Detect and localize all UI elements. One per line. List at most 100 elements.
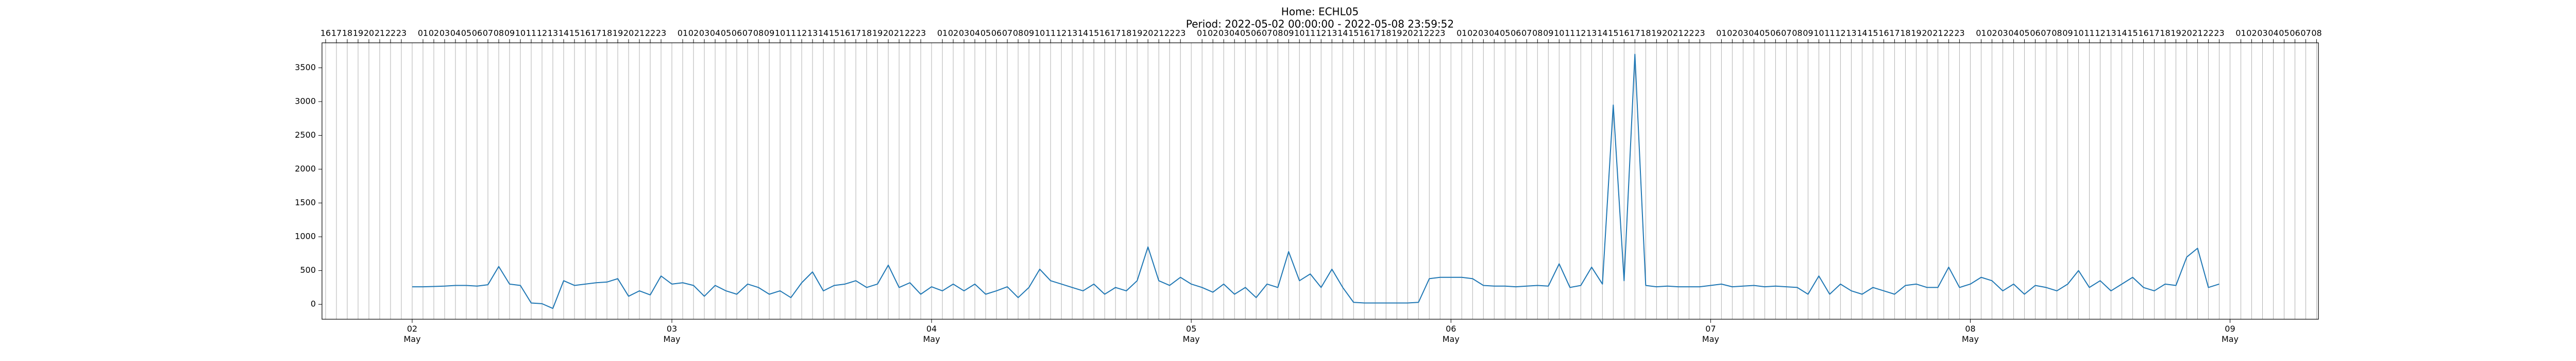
top-tick-label: 18 [1640, 28, 1651, 38]
top-tick-label: 19 [613, 28, 623, 38]
top-tick-label: 10 [1035, 28, 1045, 38]
top-tick-label: 21 [894, 28, 904, 38]
top-tick-label: 17 [1630, 28, 1640, 38]
top-tick-label: 19 [1911, 28, 1921, 38]
top-tick-label: 01 [1976, 28, 1986, 38]
x-tick-label-day: 04 [926, 324, 937, 334]
top-tick-label: 20 [1402, 28, 1413, 38]
top-tick-label: 22 [1684, 28, 1694, 38]
top-tick-label: 23 [2214, 28, 2224, 38]
top-tick-label: 11 [1305, 28, 1315, 38]
top-tick-label: 07 [2300, 28, 2311, 38]
top-tick-label: 18 [342, 28, 352, 38]
x-tick-label-day: 03 [667, 324, 677, 334]
top-tick-label: 13 [807, 28, 818, 38]
top-tick-label: 05 [721, 28, 731, 38]
top-tick-label: 11 [526, 28, 536, 38]
top-tick-label: 23 [1175, 28, 1185, 38]
top-tick-label: 02 [948, 28, 958, 38]
top-tick-label: 14 [1857, 28, 1867, 38]
x-tick-label: 02 May [403, 324, 420, 344]
top-tick-label: 01 [1197, 28, 1207, 38]
top-tick-label: 17 [1889, 28, 1900, 38]
top-tick-label: 07 [1781, 28, 1791, 38]
top-tick-label: 21 [634, 28, 645, 38]
top-tick-label: 21 [1933, 28, 1943, 38]
top-tick-label: 15 [1089, 28, 1099, 38]
top-tick-label: 02 [1467, 28, 1478, 38]
top-tick-label: 03 [699, 28, 709, 38]
top-tick-label: 22 [385, 28, 396, 38]
x-tick-label-month: May [1702, 334, 1719, 344]
top-tick-label: 17 [591, 28, 601, 38]
top-tick-label: 05 [461, 28, 471, 38]
top-tick-label: 03 [959, 28, 969, 38]
top-tick-label: 19 [1132, 28, 1142, 38]
top-tick-label: 06 [1770, 28, 1781, 38]
x-tick-label: 04 May [923, 324, 940, 344]
top-tick-label: 07 [1002, 28, 1012, 38]
top-tick-label: 06 [991, 28, 1002, 38]
top-tick-label: 20 [883, 28, 893, 38]
top-tick-label: 04 [1749, 28, 1759, 38]
top-tick-label: 17 [1370, 28, 1380, 38]
x-tick-label-month: May [1962, 334, 1979, 344]
top-tick-label: 05 [1759, 28, 1770, 38]
top-tick-label: 18 [1900, 28, 1910, 38]
top-tick-label: 21 [1154, 28, 1164, 38]
top-tick-label: 10 [2073, 28, 2083, 38]
top-tick-label: 08 [1273, 28, 1283, 38]
top-tick-label: 12 [2095, 28, 2105, 38]
top-tick-label: 15 [1348, 28, 1359, 38]
top-tick-label: 06 [1251, 28, 1261, 38]
top-tick-label: 07 [2041, 28, 2051, 38]
top-tick-label: 01 [1716, 28, 1726, 38]
x-tick-label-month: May [664, 334, 681, 344]
top-tick-label: 22 [2203, 28, 2213, 38]
top-tick-label: 03 [1738, 28, 1748, 38]
top-tick-label: 15 [829, 28, 839, 38]
top-tick-label: 18 [1381, 28, 1391, 38]
x-tick-label: 06 May [1443, 324, 1460, 344]
x-tick-label: 08 May [1962, 324, 1979, 344]
top-tick-label: 07 [483, 28, 493, 38]
top-tick-label: 14 [1597, 28, 1607, 38]
top-tick-label: 17 [851, 28, 861, 38]
top-tick-label: 13 [548, 28, 558, 38]
top-tick-label: 05 [1240, 28, 1250, 38]
top-tick-label: 22 [645, 28, 655, 38]
x-tick-label: 03 May [664, 324, 681, 344]
top-tick-label: 01 [937, 28, 947, 38]
top-tick-label: 13 [1586, 28, 1597, 38]
top-tick-label: 18 [602, 28, 612, 38]
top-tick-label: 12 [537, 28, 547, 38]
top-tick-label: 22 [1164, 28, 1175, 38]
top-tick-label: 01 [1456, 28, 1467, 38]
top-tick-label: 12 [1056, 28, 1066, 38]
top-tick-label: 04 [970, 28, 980, 38]
top-tick-label: 04 [2268, 28, 2278, 38]
top-tick-label: 13 [1846, 28, 1856, 38]
top-tick-label: 08 [2052, 28, 2062, 38]
top-tick-label: 05 [980, 28, 991, 38]
top-tick-label: 09 [1024, 28, 1034, 38]
top-tick-label: 13 [1067, 28, 1077, 38]
top-tick-label: 23 [1435, 28, 1445, 38]
top-tick-label: 20 [2181, 28, 2192, 38]
x-tick-label-day: 05 [1186, 324, 1196, 334]
y-tick-label: 0 [311, 299, 316, 309]
top-tick-label: 03 [439, 28, 450, 38]
top-tick-label: 03 [1997, 28, 2008, 38]
top-tick-label: 21 [2192, 28, 2202, 38]
top-tick-label: 11 [1045, 28, 1056, 38]
top-tick-label: 23 [916, 28, 926, 38]
top-tick-label: 15 [1608, 28, 1618, 38]
x-tick-label-month: May [1443, 334, 1460, 344]
top-tick-label: 04 [710, 28, 720, 38]
top-tick-label: 02 [2246, 28, 2257, 38]
x-tick-label-month: May [403, 334, 420, 344]
top-tick-label: 12 [1316, 28, 1326, 38]
top-tick-label: 16 [1619, 28, 1629, 38]
